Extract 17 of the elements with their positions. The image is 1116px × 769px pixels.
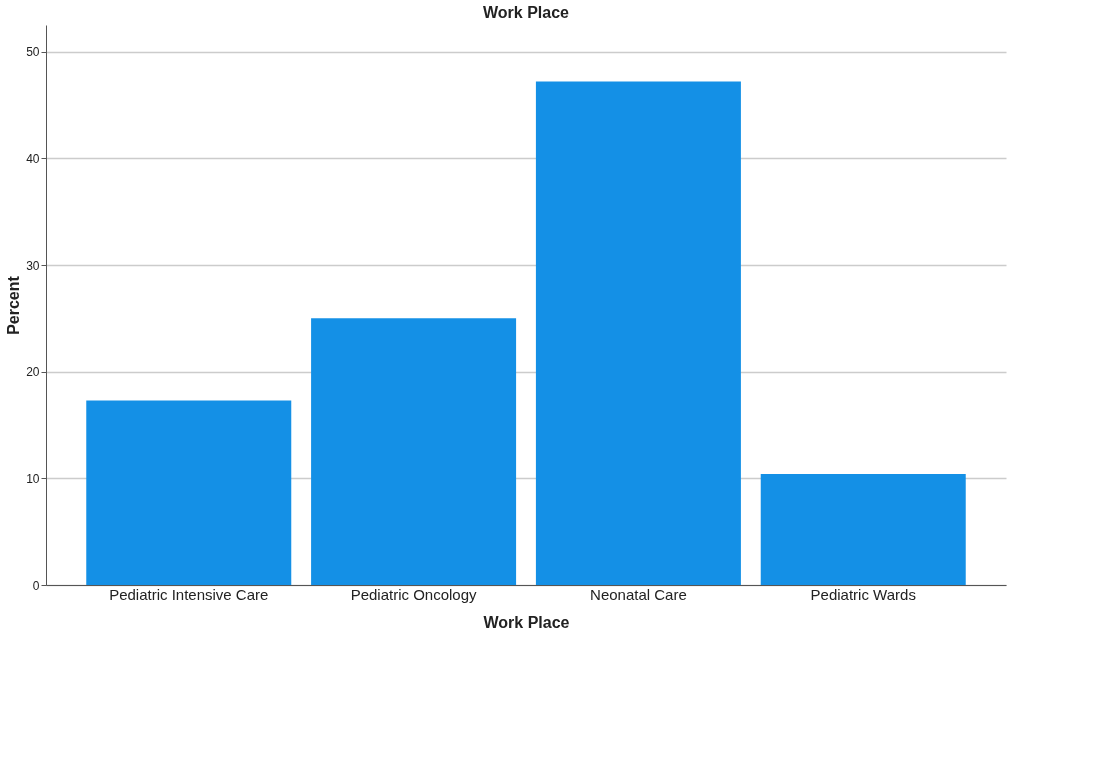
x-tick-label: Neonatal Care <box>590 585 687 603</box>
y-tick-label: 50 <box>26 45 40 60</box>
y-axis-title: Percent <box>5 275 23 335</box>
x-tick-label: Pediatric Intensive Care <box>109 585 269 603</box>
bar <box>311 318 517 585</box>
chart-title: Work Place <box>483 4 570 21</box>
bar <box>86 400 292 585</box>
y-tick-label: 40 <box>26 151 40 166</box>
x-axis-title: Work Place <box>483 613 570 631</box>
x-tick-label: Pediatric Wards <box>810 585 916 603</box>
x-tick-label: Pediatric Oncology <box>350 585 478 603</box>
y-tick-label: 30 <box>26 258 40 273</box>
bar <box>535 81 741 585</box>
y-tick-label: 20 <box>26 365 40 380</box>
y-tick-label: 0 <box>32 578 40 593</box>
bar <box>760 474 966 585</box>
y-tick-label: 10 <box>26 471 40 486</box>
